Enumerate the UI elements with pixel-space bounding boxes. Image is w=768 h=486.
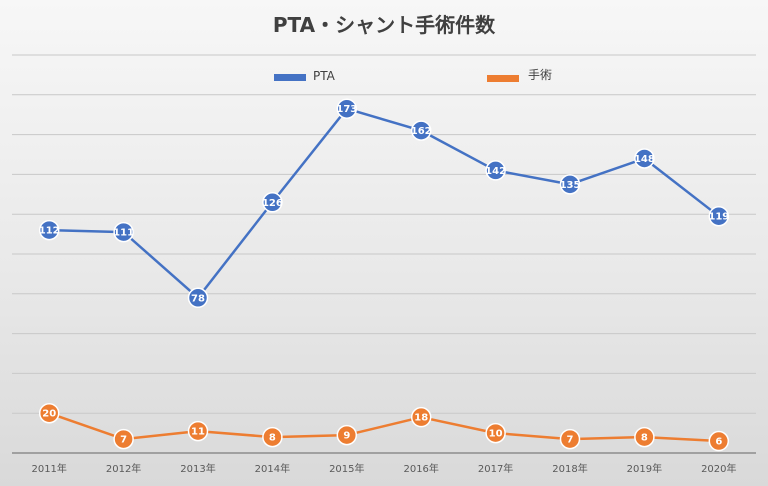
x-tick-label: 2017年 — [478, 462, 513, 475]
data-point — [113, 428, 134, 450]
data-point — [262, 192, 283, 213]
x-tick-label: 2016年 — [403, 462, 438, 475]
data-label: 8 — [269, 433, 276, 444]
data-point — [187, 420, 209, 442]
data-point — [262, 426, 283, 448]
data-point — [708, 205, 730, 227]
data-label: 20 — [42, 409, 56, 420]
data-label: 6 — [715, 437, 722, 448]
x-tick-label: 2012年 — [106, 462, 141, 475]
data-point — [336, 98, 358, 119]
legend: PTA 手術 — [274, 68, 552, 83]
data-point — [38, 402, 60, 424]
x-tick-label: 2019年 — [627, 462, 662, 475]
data-label: 148 — [634, 154, 655, 165]
data-label: 78 — [191, 293, 205, 304]
data-point — [634, 426, 655, 448]
gridlines — [12, 54, 756, 454]
data-point — [485, 422, 506, 444]
data-point — [559, 174, 581, 195]
data-label: 142 — [485, 166, 506, 177]
data-point — [634, 148, 655, 169]
data-label: 10 — [489, 429, 503, 440]
chart-title: PTA・シャント手術件数 — [273, 13, 496, 37]
x-tick-label: 2011年 — [31, 462, 66, 475]
legend-swatch-surgery — [487, 75, 519, 82]
data-label: 111 — [113, 228, 134, 239]
data-point — [113, 221, 134, 243]
data-label: 135 — [560, 180, 581, 191]
data-label: 126 — [262, 198, 283, 209]
data-label: 8 — [641, 433, 648, 444]
data-label: 162 — [411, 126, 432, 137]
data-label: 119 — [708, 212, 729, 223]
x-tick-label: 2014年 — [255, 462, 290, 475]
series-surgery: 20 7 11 8 9 18 10 7 8 6 — [38, 402, 730, 452]
x-tick-label: 2018年 — [552, 462, 587, 475]
data-label: 112 — [39, 226, 60, 237]
data-label: 9 — [343, 431, 350, 442]
data-label: 173 — [336, 104, 357, 115]
legend-label-surgery: 手術 — [528, 68, 552, 82]
x-tick-label: 2020年 — [701, 462, 736, 475]
data-point — [485, 160, 506, 181]
x-axis-ticks: 2011年 2012年 2013年 2014年 2015年 2016年 2017年 2018年… — [31, 462, 736, 475]
x-tick-label: 2013年 — [180, 462, 215, 475]
data-label: 11 — [191, 427, 205, 438]
data-label: 7 — [120, 435, 127, 446]
series-line — [49, 107, 720, 300]
data-label: 7 — [567, 435, 574, 446]
legend-swatch-pta — [274, 74, 306, 81]
data-point — [410, 120, 432, 141]
series-pta: 112 111 78 126 173 162 142 135 148 119 — [38, 98, 730, 309]
data-point — [559, 428, 581, 450]
data-point — [38, 219, 60, 241]
legend-label-pta: PTA — [313, 69, 336, 83]
data-point — [708, 430, 730, 452]
data-point — [336, 424, 358, 446]
data-point — [410, 406, 432, 428]
x-tick-label: 2015年 — [329, 462, 364, 475]
series-line — [48, 412, 719, 443]
data-label: 18 — [414, 413, 428, 424]
data-point — [187, 287, 209, 309]
